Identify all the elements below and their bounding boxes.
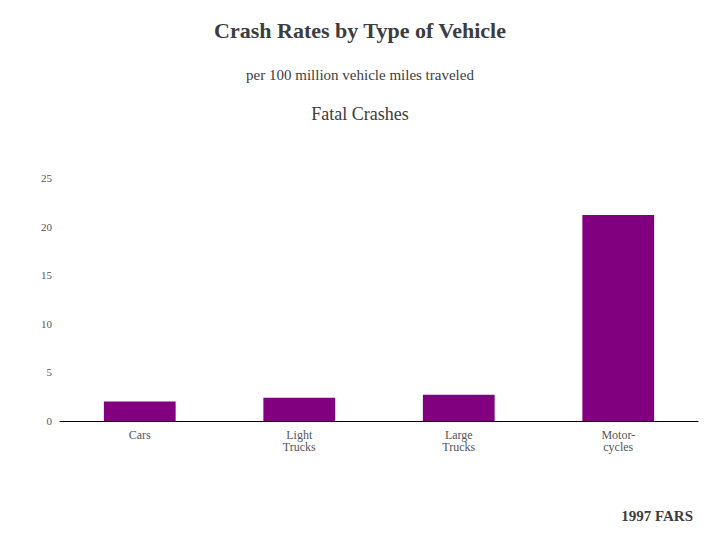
svg-text:0: 0 <box>47 415 53 427</box>
svg-text:25: 25 <box>41 172 53 184</box>
svg-text:10: 10 <box>41 318 53 330</box>
svg-text:Crash Rates by Type of Vehicle: Crash Rates by Type of Vehicle <box>214 18 506 43</box>
svg-text:Trucks: Trucks <box>283 440 316 454</box>
svg-text:Fatal Crashes: Fatal Crashes <box>311 104 408 124</box>
svg-text:per 100 million vehicle miles: per 100 million vehicle miles traveled <box>246 67 474 83</box>
svg-text:15: 15 <box>41 269 53 281</box>
svg-text:cycles: cycles <box>603 440 633 454</box>
svg-text:Cars: Cars <box>129 428 151 442</box>
svg-text:5: 5 <box>47 366 53 378</box>
svg-text:Trucks: Trucks <box>442 440 475 454</box>
svg-text:Motor-: Motor- <box>601 428 636 442</box>
svg-text:Large: Large <box>444 428 473 442</box>
svg-text:Light: Light <box>286 428 313 442</box>
svg-text:1997 FARS: 1997 FARS <box>621 508 693 524</box>
svg-text:20: 20 <box>41 221 53 233</box>
